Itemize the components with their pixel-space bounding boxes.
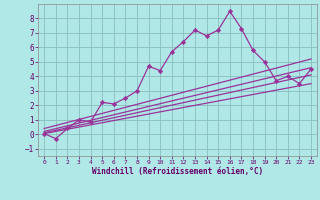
X-axis label: Windchill (Refroidissement éolien,°C): Windchill (Refroidissement éolien,°C) — [92, 167, 263, 176]
